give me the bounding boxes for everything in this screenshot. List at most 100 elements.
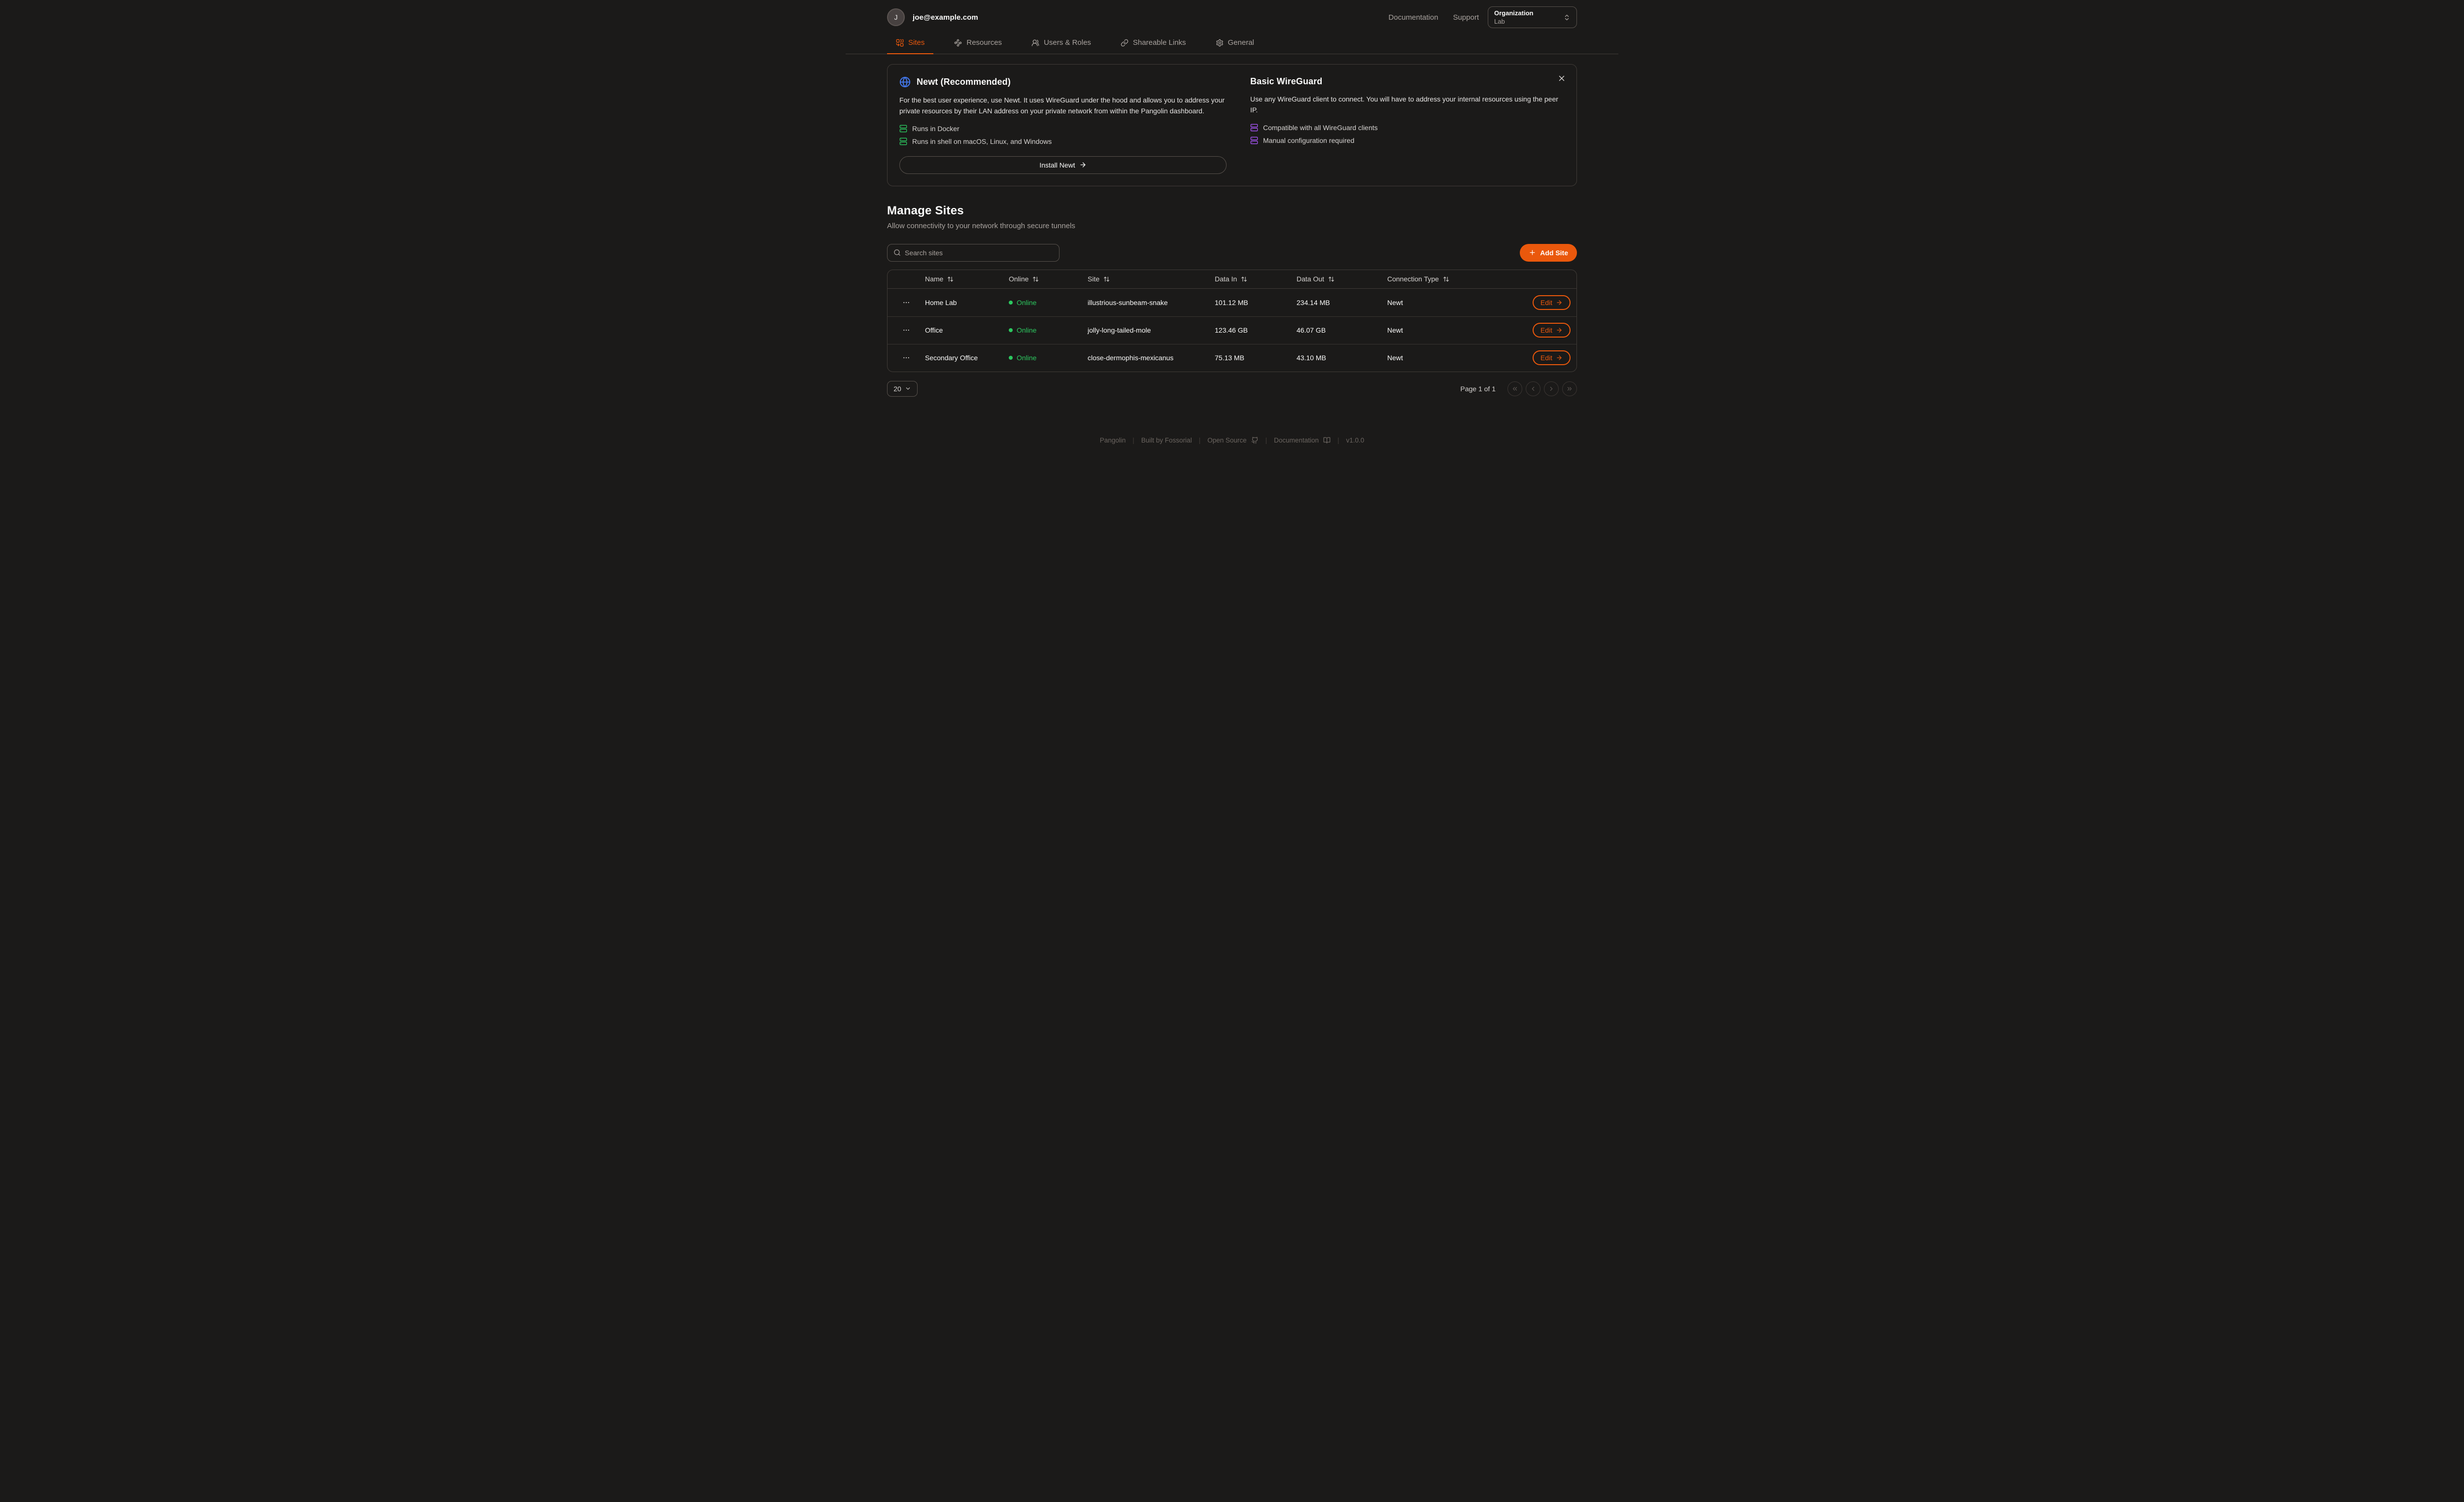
sort-icon <box>1328 276 1335 282</box>
edit-site-button[interactable]: Edit <box>1532 295 1571 310</box>
chevron-down-icon <box>905 385 911 392</box>
tab-users-roles[interactable]: Users & Roles <box>1023 33 1100 54</box>
row-actions-menu-button[interactable] <box>900 297 912 308</box>
tab-general[interactable]: General <box>1207 33 1263 54</box>
online-dot <box>1009 356 1013 360</box>
footer-brand[interactable]: Pangolin <box>1099 437 1126 444</box>
previous-page-button[interactable] <box>1526 381 1540 396</box>
data-in-value: 123.46 GB <box>1215 326 1248 335</box>
search-box <box>887 243 1060 262</box>
tab-sites[interactable]: Sites <box>887 33 934 54</box>
row-actions-menu-button[interactable] <box>900 324 912 336</box>
edit-site-button[interactable]: Edit <box>1532 323 1571 338</box>
data-out-value: 46.07 GB <box>1297 326 1326 335</box>
edit-site-button[interactable]: Edit <box>1532 350 1571 366</box>
close-icon[interactable] <box>1556 72 1568 84</box>
organization-value: Lab <box>1494 18 1505 25</box>
wireguard-section: Basic WireGuard Use any WireGuard client… <box>1250 76 1565 174</box>
globe-icon <box>899 76 911 88</box>
status-badge: Online <box>1017 326 1037 335</box>
pagination-bar: 20 Page 1 of 1 <box>887 380 1577 397</box>
arrow-right-icon <box>1556 327 1563 334</box>
site-name: Home Lab <box>925 298 957 307</box>
online-dot <box>1009 328 1013 333</box>
wireguard-description: Use any WireGuard client to connect. You… <box>1250 95 1558 114</box>
column-header-online[interactable]: Online <box>1009 275 1088 283</box>
arrow-right-icon <box>1079 161 1087 169</box>
edit-label: Edit <box>1540 326 1552 335</box>
status-badge: Online <box>1017 354 1037 362</box>
data-in-value: 101.12 MB <box>1215 298 1248 307</box>
tab-bar: Sites Resources Users & Roles Shareable … <box>846 33 1618 54</box>
tab-label: Shareable Links <box>1132 38 1186 47</box>
tab-shareable-links[interactable]: Shareable Links <box>1112 33 1195 54</box>
ellipsis-icon <box>902 326 910 334</box>
feature-item: Compatible with all WireGuard clients <box>1250 124 1565 132</box>
newt-section: Newt (Recommended) For the best user exp… <box>899 76 1227 174</box>
server-icon <box>1250 124 1258 132</box>
sites-toolbar: Add Site <box>887 243 1577 262</box>
avatar[interactable]: J <box>887 8 905 26</box>
arrow-right-icon <box>1556 299 1563 306</box>
organization-label: Organization <box>1494 9 1534 17</box>
user-email[interactable]: joe@example.com <box>913 13 978 22</box>
page-size-select[interactable]: 20 <box>887 380 918 397</box>
server-icon <box>899 137 907 145</box>
site-slug: illustrious-sunbeam-snake <box>1088 298 1168 307</box>
top-nav: Documentation Support <box>1389 13 1479 22</box>
add-site-label: Add Site <box>1540 248 1568 257</box>
tab-label: General <box>1228 38 1254 47</box>
add-site-button[interactable]: Add Site <box>1520 243 1577 262</box>
column-header-site[interactable]: Site <box>1088 275 1215 283</box>
data-out-value: 43.10 MB <box>1297 354 1326 362</box>
sites-table: Name Online Site Data In Data Out Connec… <box>887 269 1577 372</box>
install-newt-button[interactable]: Install Newt <box>899 156 1227 174</box>
column-header-connection-type[interactable]: Connection Type <box>1387 275 1503 283</box>
status-badge: Online <box>1017 298 1037 307</box>
search-input[interactable] <box>905 248 1053 257</box>
connection-methods-card: Newt (Recommended) For the best user exp… <box>887 64 1577 186</box>
table-row: Office Online jolly-long-tailed-mole 123… <box>888 316 1576 344</box>
site-name: Office <box>925 326 943 335</box>
chevrons-left-icon <box>1511 385 1518 392</box>
row-actions-menu-button[interactable] <box>900 352 912 364</box>
site-slug: jolly-long-tailed-mole <box>1088 326 1151 335</box>
page-title: Manage Sites <box>887 204 964 217</box>
server-icon <box>1250 137 1258 144</box>
feature-item: Manual configuration required <box>1250 137 1565 144</box>
site-slug: close-dermophis-mexicanus <box>1088 354 1174 362</box>
connection-type-value: Newt <box>1387 354 1403 362</box>
plus-icon <box>1529 249 1536 256</box>
chevrons-up-down-icon <box>1563 14 1571 21</box>
connection-type-value: Newt <box>1387 326 1403 335</box>
footer-open-source-link[interactable]: Open Source <box>1207 437 1259 444</box>
combine-icon <box>896 39 904 47</box>
footer-version: v1.0.0 <box>1346 437 1365 444</box>
feature-text: Manual configuration required <box>1263 136 1355 144</box>
nav-link-documentation[interactable]: Documentation <box>1388 13 1438 22</box>
organization-selector[interactable]: Organization Lab <box>1488 6 1577 28</box>
first-page-button[interactable] <box>1507 381 1522 396</box>
data-out-value: 234.14 MB <box>1297 298 1330 307</box>
footer-built-by[interactable]: Built by Fossorial <box>1141 437 1192 444</box>
users-icon <box>1031 39 1039 47</box>
last-page-button[interactable] <box>1562 381 1577 396</box>
sort-icon <box>1103 276 1110 282</box>
feature-item: Runs in Docker <box>899 125 1227 133</box>
footer-documentation-link[interactable]: Documentation <box>1274 437 1331 444</box>
nav-link-support[interactable]: Support <box>1453 13 1479 22</box>
column-header-name[interactable]: Name <box>925 275 1009 283</box>
newt-title: Newt (Recommended) <box>917 77 1011 87</box>
online-dot <box>1009 300 1013 305</box>
next-page-button[interactable] <box>1544 381 1559 396</box>
github-icon <box>1251 437 1259 444</box>
column-header-data-out[interactable]: Data Out <box>1297 275 1387 283</box>
page-size-value: 20 <box>893 384 901 393</box>
feature-text: Runs in Docker <box>912 124 959 133</box>
tab-resources[interactable]: Resources <box>945 33 1011 54</box>
column-header-data-in[interactable]: Data In <box>1215 275 1297 283</box>
page-subtitle: Allow connectivity to your network throu… <box>887 221 1075 230</box>
feature-text: Runs in shell on macOS, Linux, and Windo… <box>912 137 1052 145</box>
edit-label: Edit <box>1540 298 1552 307</box>
feature-text: Compatible with all WireGuard clients <box>1263 123 1378 132</box>
